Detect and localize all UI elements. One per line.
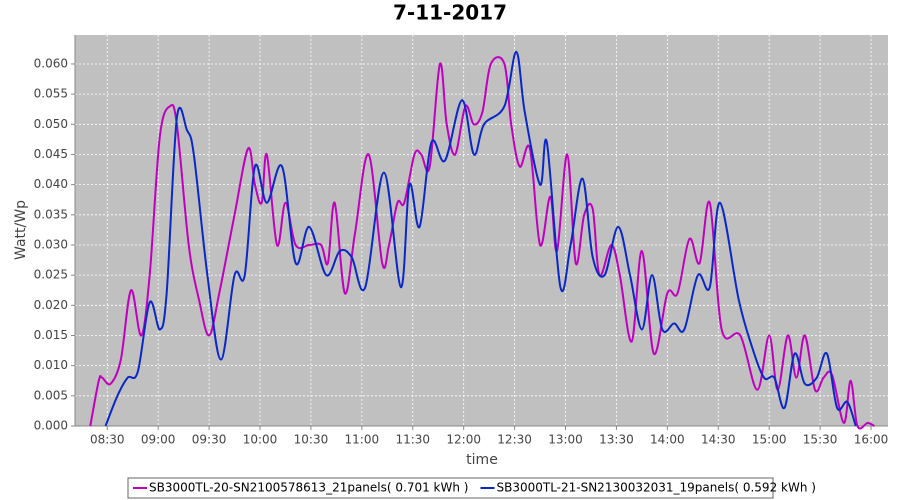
x-tick-label: 14:30 (701, 433, 736, 447)
y-tick-label: 0.030 (34, 237, 68, 251)
y-tick-label: 0.000 (34, 419, 68, 433)
x-tick-label: 13:30 (599, 433, 634, 447)
x-tick-label: 13:00 (548, 433, 583, 447)
y-tick-label: 0.005 (34, 388, 68, 402)
y-tick-label: 0.045 (34, 147, 68, 161)
y-tick-label: 0.035 (34, 207, 68, 221)
chart-title: 7-11-2017 (393, 1, 507, 25)
legend-label: SB3000TL-21-SN2130032031_19panels( 0.592… (496, 481, 815, 495)
y-tick-label: 0.025 (34, 268, 68, 282)
x-tick-label: 11:30 (395, 433, 430, 447)
x-tick-label: 14:00 (650, 433, 685, 447)
series-line (104, 50, 857, 427)
x-tick-label: 10:00 (243, 433, 278, 447)
legend-label: SB3000TL-20-SN2100578613_21panels( 0.701… (149, 481, 468, 495)
plot-area (75, 35, 888, 426)
x-tick-label: 12:00 (446, 433, 481, 447)
x-tick-label: 09:30 (192, 433, 227, 447)
y-tick-label: 0.020 (34, 298, 68, 312)
x-tick-label: 10:30 (294, 433, 329, 447)
x-tick-label: 12:30 (497, 433, 532, 447)
y-tick-label: 0.015 (34, 328, 68, 342)
y-axis-label: Watt/Wp (13, 200, 29, 260)
x-tick-label: 15:00 (752, 433, 787, 447)
x-axis-label: time (466, 452, 498, 468)
x-tick-label: 11:00 (345, 433, 380, 447)
y-tick-label: 0.040 (34, 177, 68, 191)
x-tick-label: 08:30 (90, 433, 125, 447)
x-tick-label: 15:30 (803, 433, 838, 447)
y-tick-label: 0.055 (34, 87, 68, 101)
x-tick-label: 09:00 (141, 433, 176, 447)
x-tick-label: 16:00 (854, 433, 889, 447)
legend (127, 477, 774, 499)
y-tick-label: 0.060 (34, 56, 68, 70)
y-tick-label: 0.010 (34, 358, 68, 372)
y-tick-label: 0.050 (34, 117, 68, 131)
